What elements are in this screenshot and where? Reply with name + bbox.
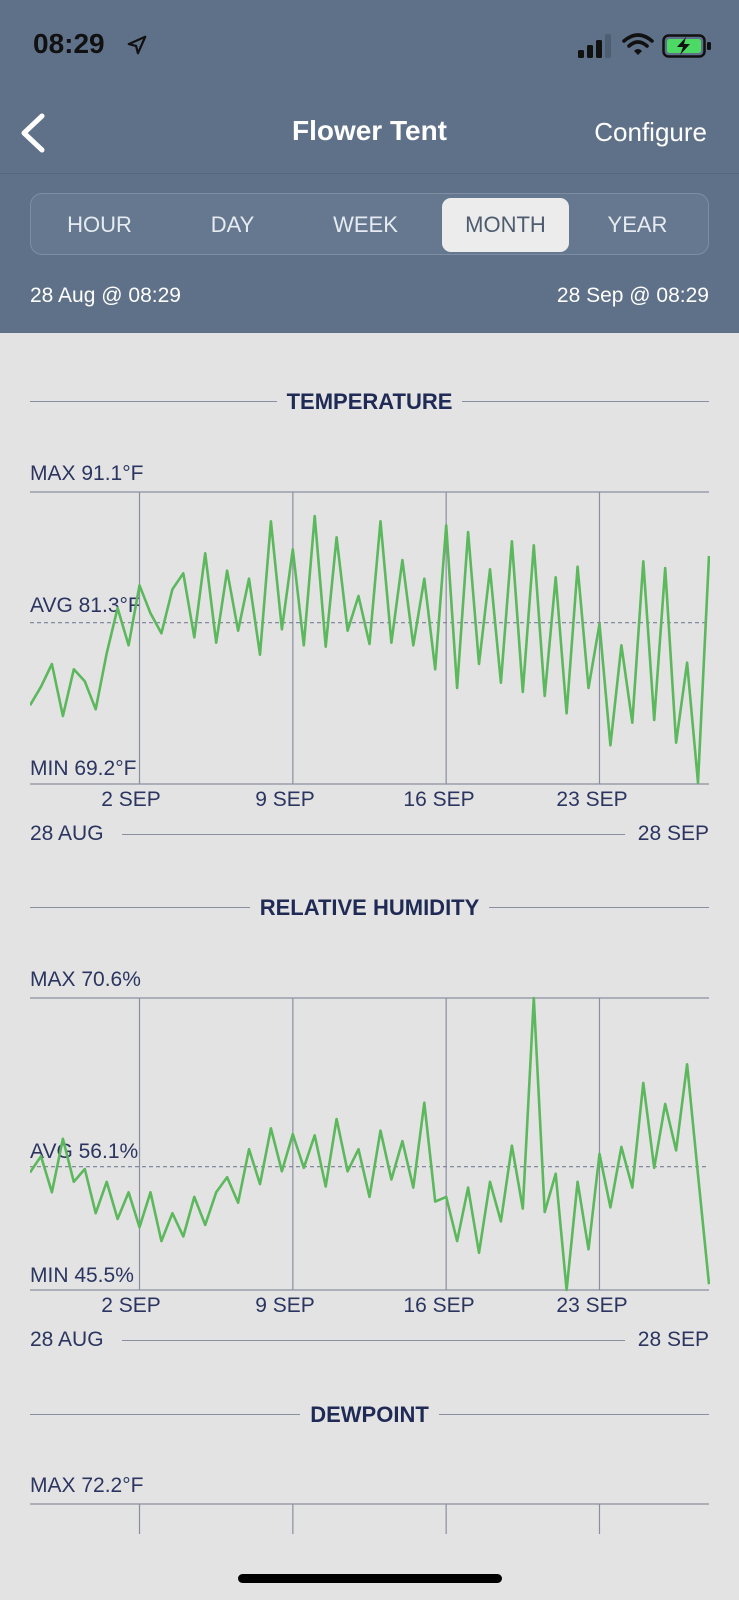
temperature-avg-label: AVG 81.3°F <box>30 594 141 617</box>
temperature-series-line <box>30 514 710 785</box>
temperature-range-end: 28 SEP <box>637 822 709 845</box>
page-title: Flower Tent <box>291 115 448 146</box>
humidity-min-label: MIN 45.5% <box>30 1264 134 1287</box>
temperature-tick-label: 16 SEP <box>403 788 475 811</box>
humidity-series-line <box>30 996 710 1292</box>
humidity-max-label: MAX 70.6% <box>30 968 141 991</box>
humidity-tick-label: 16 SEP <box>403 1294 475 1317</box>
temperature-tick-label: 2 SEP <box>101 788 161 811</box>
humidity-range-line <box>122 1340 625 1341</box>
temperature-tick-label: 23 SEP <box>556 788 628 811</box>
tab-day[interactable]: DAY <box>210 212 255 237</box>
humidity-range-start: 28 AUG <box>30 1328 104 1351</box>
tab-hour[interactable]: HOUR <box>67 212 132 237</box>
range-start-label: 28 Aug @ 08:29 <box>30 284 181 307</box>
wifi-icon <box>622 33 654 55</box>
humidity-tick-label: 9 SEP <box>255 1294 315 1317</box>
time-range-segmented-control: HOUR DAY WEEK MONTH YEAR <box>30 193 709 255</box>
temperature-title-text: TEMPERATURE <box>276 389 463 414</box>
temperature-range-line <box>122 834 625 835</box>
header: 08:29 Flower Tent Configure HOUR DAY WEE… <box>0 0 739 333</box>
humidity-title: RELATIVE HUMIDITY <box>0 895 739 921</box>
dewpoint-title-text: DEWPOINT <box>300 1402 439 1427</box>
humidity-tick-label: 23 SEP <box>556 1294 628 1317</box>
tab-month[interactable]: MONTH <box>442 198 569 252</box>
temperature-title: TEMPERATURE <box>0 389 739 415</box>
dewpoint-title: DEWPOINT <box>0 1402 739 1428</box>
battery-charging-icon <box>662 34 711 58</box>
humidity-avg-label: AVG 56.1% <box>30 1140 139 1163</box>
temperature-min-label: MIN 69.2°F <box>30 757 137 780</box>
configure-button[interactable]: Configure <box>594 117 707 147</box>
status-time: 08:29 <box>33 28 105 59</box>
temperature-max-label: MAX 91.1°F <box>30 462 144 485</box>
cellular-signal-icon <box>578 34 611 58</box>
tab-week[interactable]: WEEK <box>333 212 398 237</box>
temperature-chart <box>30 491 710 785</box>
tab-year[interactable]: YEAR <box>607 212 668 237</box>
humidity-tick-label: 2 SEP <box>101 1294 161 1317</box>
home-indicator <box>238 1574 502 1583</box>
back-chevron-icon[interactable] <box>14 108 56 158</box>
humidity-title-text: RELATIVE HUMIDITY <box>249 895 490 920</box>
temperature-tick-label: 9 SEP <box>255 788 315 811</box>
nav-divider <box>0 173 739 174</box>
dewpoint-max-label: MAX 72.2°F <box>30 1474 144 1497</box>
humidity-range-end: 28 SEP <box>637 1328 709 1351</box>
humidity-chart <box>30 996 710 1292</box>
temperature-range-start: 28 AUG <box>30 822 104 845</box>
location-arrow-icon <box>127 35 147 55</box>
dewpoint-chart <box>30 1503 709 1534</box>
range-end-label: 28 Sep @ 08:29 <box>556 284 709 307</box>
